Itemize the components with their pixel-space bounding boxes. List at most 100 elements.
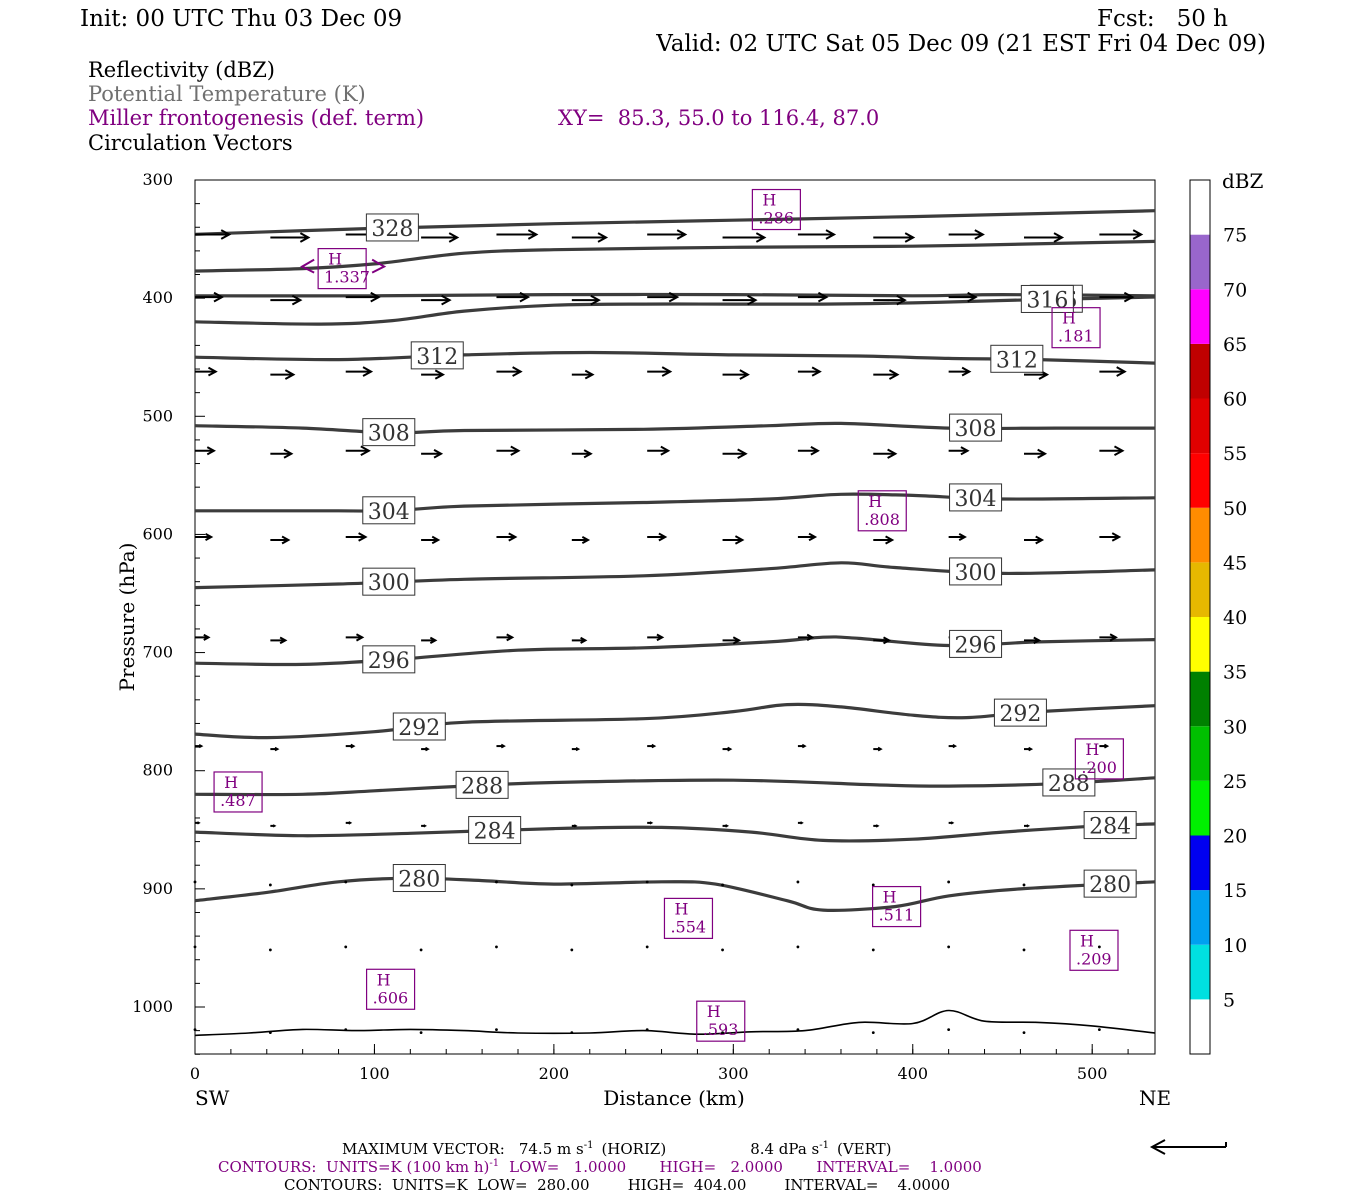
contour-label-308: 308 (955, 417, 997, 442)
vector-head (755, 232, 767, 243)
vector-head (1123, 291, 1135, 303)
vector-head (580, 636, 588, 644)
vector-head (424, 746, 430, 752)
fronto-max-box (872, 885, 922, 928)
vector-dot (268, 948, 272, 952)
max-vertical-exponent: -1 (819, 1140, 829, 1151)
x-tick-label: 400 (897, 1064, 928, 1083)
vector-head (958, 532, 967, 541)
vector-head (727, 746, 733, 752)
vector-head (801, 743, 807, 749)
fronto-max-label: H (1080, 931, 1094, 950)
colorbar-segment (1190, 726, 1210, 781)
theta-contour-276 (194, 1009, 1156, 1037)
vector-head (360, 445, 371, 457)
colorbar-tick-label: 25 (1223, 771, 1247, 793)
vector-head (291, 294, 303, 306)
vector-head (279, 636, 288, 645)
vector-head (961, 366, 972, 377)
fronto-max-label: H (707, 1002, 721, 1021)
vector-dot (1097, 945, 1101, 949)
vector-head (747, 294, 758, 306)
colorbar-segment (1190, 944, 1210, 1000)
colorbar-tick-label: 55 (1223, 443, 1247, 465)
contour-label-304: 304 (368, 500, 410, 525)
colorbar-segment (1190, 453, 1210, 508)
theta-contour-316 (194, 295, 1156, 326)
colorbar-segment (1190, 617, 1210, 672)
vector-head (1028, 746, 1034, 752)
colorbar-tick-label: 70 (1223, 279, 1247, 301)
vector-dot (344, 945, 348, 949)
fronto-max-value: .808 (864, 510, 900, 529)
vector-head (196, 821, 201, 825)
vertical-tag: (VERT) (837, 1140, 892, 1158)
vector-dot (947, 880, 951, 884)
vector-dot (645, 1028, 649, 1032)
frontogenesis-maxima: H.286H1.337H.181H.808H.200H.487H.554H.51… (213, 188, 1124, 1042)
y-axis-title: Pressure (hPa) (115, 543, 139, 692)
colorbar-segment (1190, 835, 1210, 891)
colorbar-frame (1189, 179, 1211, 1055)
vector-dot (419, 948, 423, 952)
contour-label-300: 300 (955, 561, 997, 586)
vector-head (198, 743, 204, 749)
colorbar-tick-label: 40 (1223, 607, 1247, 629)
fronto-max-value: .200 (1081, 758, 1117, 777)
fronto-max-label: H (377, 970, 391, 989)
vector-head (434, 369, 446, 380)
vector-dot (495, 880, 498, 884)
colorbar-tick-label: 75 (1223, 225, 1247, 247)
vector-head (950, 821, 955, 825)
vector-dot (721, 883, 724, 887)
fronto-max-value: 1.337 (324, 268, 370, 287)
theta-contour-284 (194, 822, 1156, 843)
fronto-max-value: .286 (758, 209, 794, 228)
colorbar-tick-label: 50 (1223, 498, 1247, 520)
fronto-max-box (696, 1000, 746, 1042)
fronto-max-box (1069, 929, 1119, 971)
contour-label-box (993, 698, 1047, 727)
contour-label-box (410, 341, 464, 370)
vector-head (904, 232, 916, 243)
colorbar-segment (1190, 398, 1210, 454)
vector-head (512, 366, 523, 377)
vector-dot (645, 945, 649, 949)
vector-head (668, 291, 680, 303)
vector-dot (268, 883, 272, 887)
init-label: Init: 00 UTC Thu 03 Dec 09 (80, 6, 402, 32)
y-tick-label: 500 (142, 406, 173, 425)
vector-head (875, 824, 880, 828)
vector-head (658, 532, 668, 542)
vector-dot (1022, 883, 1026, 887)
vector-head (825, 229, 837, 240)
fronto-max-label: H (762, 191, 776, 210)
fronto-units-exponent: -1 (489, 1158, 499, 1169)
colorbar-segment (1190, 343, 1210, 399)
fronto-max-box (857, 490, 907, 532)
vector-head (967, 291, 978, 303)
x-axis-right-end-label: NE (1139, 1086, 1171, 1110)
fronto-units: CONTOURS: UNITS=K (100 km h) (218, 1158, 489, 1176)
fronto-max-value: .554 (670, 917, 706, 936)
contour-label-box (1042, 768, 1096, 797)
vector-head (283, 448, 294, 459)
field-circulation-vectors: Circulation Vectors (88, 131, 293, 155)
contour-label-308: 308 (368, 422, 410, 447)
fronto-arrow-left (300, 258, 315, 274)
theta-contour-304 (194, 492, 1156, 513)
vector-head (348, 821, 353, 825)
vector-head (431, 535, 441, 545)
vector-head (739, 369, 750, 380)
fronto-max-label: H (328, 250, 342, 269)
vector-head (433, 449, 444, 459)
colorbar-segment (1190, 999, 1210, 1054)
fronto-max-value: .487 (220, 791, 256, 810)
colorbar-segment (1190, 562, 1210, 617)
vector-dot (344, 880, 348, 884)
vector-head (799, 821, 804, 825)
contour-label-300: 300 (368, 571, 410, 596)
contour-label-box (392, 712, 446, 741)
theta-contour-324 (194, 239, 1156, 273)
vector-head (656, 633, 665, 642)
